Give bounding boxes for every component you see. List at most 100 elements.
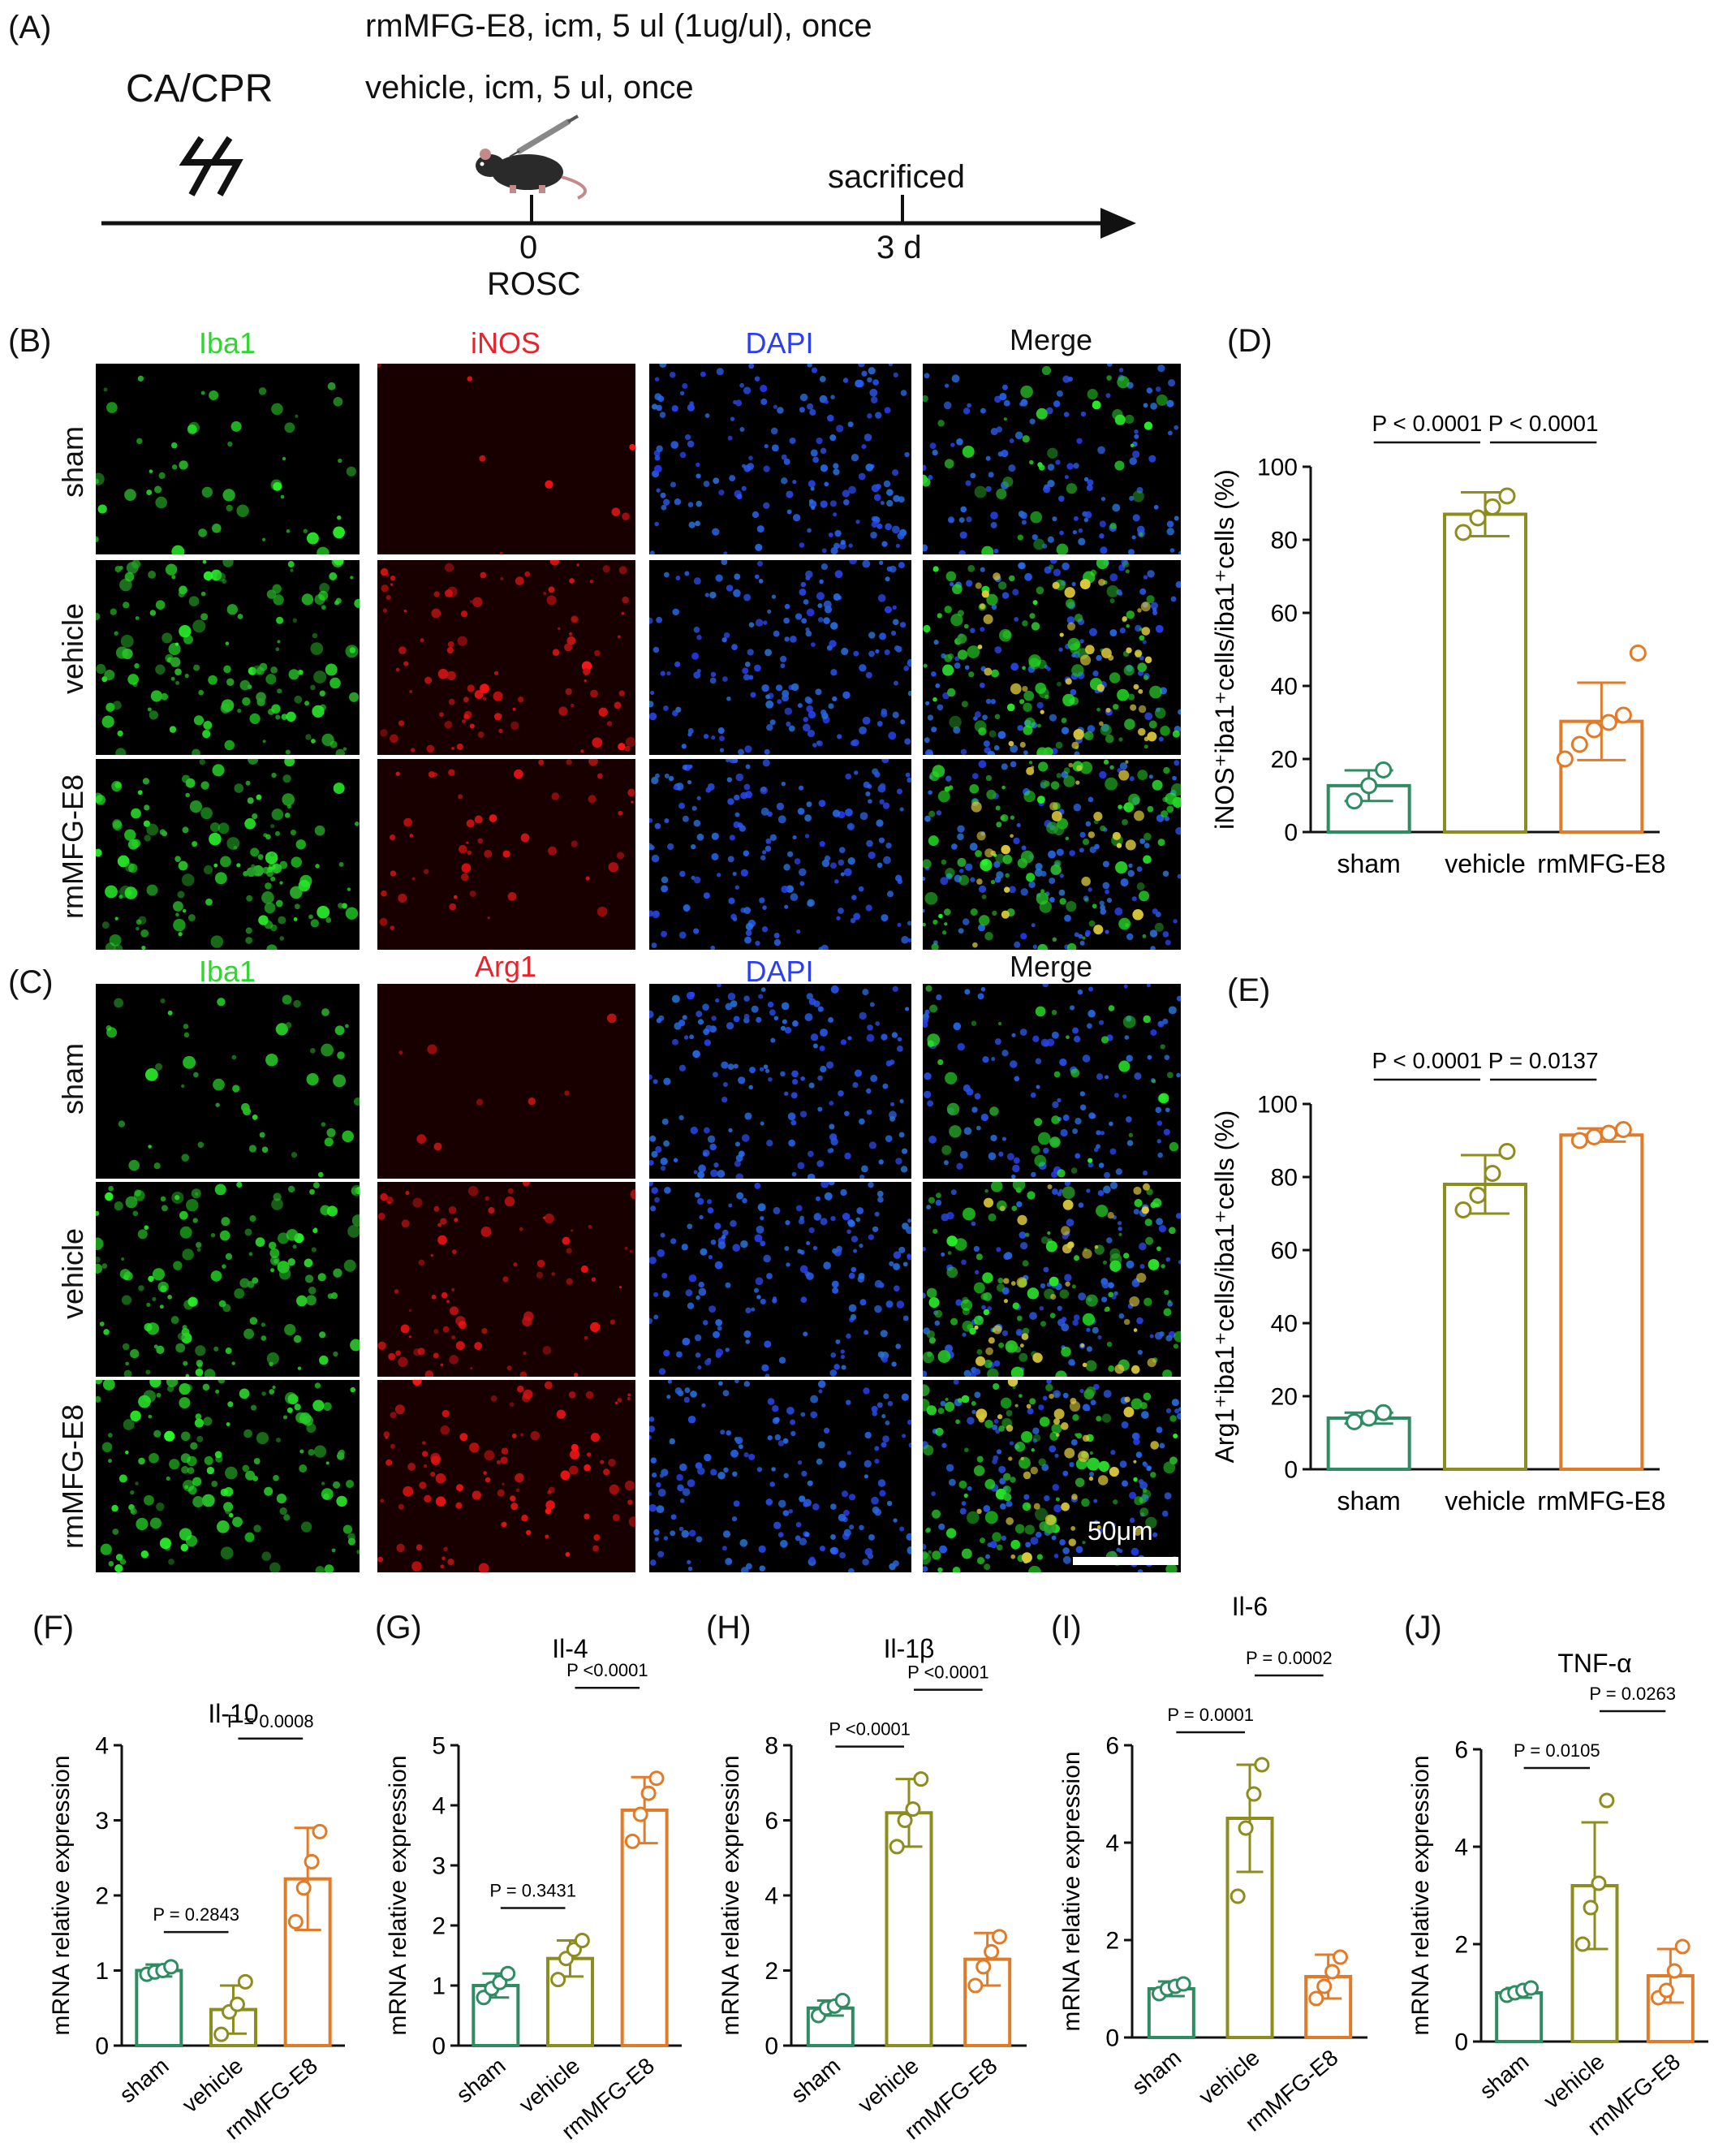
data-point-sham xyxy=(1360,1409,1378,1427)
bar-vehicle xyxy=(1443,512,1527,834)
chart-title: Il-6 xyxy=(1232,1592,1268,1621)
category-label-vehicle: vehicle xyxy=(853,2053,924,2118)
data-point-rmMFG-E8 xyxy=(1570,735,1588,753)
category-label-vehicle: vehicle xyxy=(515,2053,585,2118)
data-point-rmMFG-E8 xyxy=(640,1785,657,1801)
data-point-vehicle xyxy=(1246,1786,1262,1802)
data-point-rmMFG-E8 xyxy=(1308,1990,1324,2007)
data-point-vehicle xyxy=(574,1933,590,1948)
chart-e: 0 20 40 60 80 100 Arg1⁺iba1⁺cells/iba1⁺cells (… xyxy=(1210,1048,1665,1516)
data-point-vehicle xyxy=(1591,1875,1607,1891)
panel-label-i: (I) xyxy=(1051,1610,1082,1645)
y-axis-label: mRNA relative expression xyxy=(1407,1755,1434,2035)
chart-g: Il-4 0 1 2 3 4 5 mRNA relative expression sham ve… xyxy=(385,1634,682,2145)
row-header-b-vehicle: vehicle xyxy=(56,602,89,695)
y-tick-label: 2 xyxy=(1105,1928,1119,1955)
y-tick-label: 80 xyxy=(1271,1165,1298,1192)
data-point-vehicle xyxy=(1583,1899,1599,1916)
micrograph-b-r2-c2 xyxy=(649,759,911,950)
panel-label-g: (G) xyxy=(375,1610,422,1645)
panel-label-d: (D) xyxy=(1227,323,1273,359)
ca-cpr-label: CA/CPR xyxy=(126,67,273,110)
rosc-label: ROSC xyxy=(487,266,581,302)
chart-d: 0 20 40 60 80 100 iNOS⁺iba1⁺cells/iba1⁺cells (… xyxy=(1210,411,1665,878)
col-header-b-merge: Merge xyxy=(1009,323,1093,356)
scale-bar-label: 50μm xyxy=(1087,1516,1153,1546)
data-point-rmMFG-E8 xyxy=(1324,1964,1341,1980)
tick-3d-value: 3 d xyxy=(876,230,922,265)
data-point-vehicle xyxy=(229,1996,245,2012)
y-tick-label: 8 xyxy=(764,1733,778,1760)
y-tick-label: 3 xyxy=(432,1853,446,1880)
y-axis-label: mRNA relative expression xyxy=(717,1755,744,2035)
micrograph-c-r2-c1 xyxy=(377,1380,635,1572)
panel-label-f: (F) xyxy=(32,1610,75,1645)
data-point-vehicle xyxy=(1574,1936,1591,1952)
micrograph-b-r1-c3 xyxy=(923,560,1181,755)
data-point-sham xyxy=(1346,792,1363,810)
p-value-label: P <0.0001 xyxy=(566,1660,648,1680)
micrograph-b-r0-c3 xyxy=(923,364,1181,554)
y-tick-label: 0 xyxy=(1284,820,1298,847)
y-axis-label: mRNA relative expression xyxy=(1058,1751,1085,2031)
data-point-sham xyxy=(163,1959,179,1975)
col-header-b-dapi: DAPI xyxy=(745,326,814,360)
row-header-b-rmmfge8: rmMFG-E8 xyxy=(56,774,89,919)
data-point-rmMFG-E8 xyxy=(648,1770,665,1787)
y-tick-label: 60 xyxy=(1271,601,1298,627)
data-point-vehicle xyxy=(550,1972,566,1988)
y-tick-label: 2 xyxy=(764,1958,778,1985)
chart-h: Il-1β 0 2 4 6 8 mRNA relative expression sham ve… xyxy=(717,1634,1027,2145)
data-point-sham xyxy=(1523,1980,1540,1996)
y-tick-label: 2 xyxy=(432,1913,446,1940)
micrograph-c-r2-c2 xyxy=(649,1380,911,1572)
p-value-label: P = 0.0105 xyxy=(1514,1740,1600,1761)
data-point-rmMFG-E8 xyxy=(1614,1121,1632,1138)
y-tick-label: 0 xyxy=(1284,1457,1298,1484)
bar-sham xyxy=(135,1968,183,2047)
data-point-rmMFG-E8 xyxy=(1585,721,1603,739)
data-point-vehicle xyxy=(1454,1201,1472,1218)
data-point-rmMFG-E8 xyxy=(1614,706,1632,724)
micrograph-c-r1-c3 xyxy=(923,1182,1181,1377)
y-tick-label: 80 xyxy=(1271,528,1298,554)
micrograph-b-r1-c1 xyxy=(377,560,635,755)
chart-title: Il-1β xyxy=(884,1634,935,1663)
col-header-b-iba1: Iba1 xyxy=(198,326,256,360)
data-point-vehicle xyxy=(1484,498,1501,515)
data-point-rmMFG-E8 xyxy=(624,1833,640,1849)
data-point-rmMFG-E8 xyxy=(1600,1124,1617,1142)
data-point-sham xyxy=(834,1993,851,2008)
data-point-rmMFG-E8 xyxy=(304,1853,320,1869)
micrograph-b-r1-c2 xyxy=(649,560,911,755)
y-tick-label: 1 xyxy=(432,1973,446,2000)
y-tick-label: 0 xyxy=(432,2033,446,2060)
y-tick-label: 3 xyxy=(95,1808,109,1835)
y-tick-label: 2 xyxy=(1454,1932,1468,1959)
category-label-sham: sham xyxy=(1337,849,1401,878)
p-value-label: P <0.0001 xyxy=(829,1719,911,1740)
micrograph-c-r2-c0 xyxy=(96,1380,360,1572)
chart-title: TNF-α xyxy=(1557,1649,1631,1678)
col-header-c-merge: Merge xyxy=(1009,950,1093,983)
category-label-vehicle: vehicle xyxy=(178,2053,248,2118)
data-point-rmMFG-E8 xyxy=(984,1943,1000,1960)
p-value-label: P = 0.0008 xyxy=(227,1711,314,1731)
data-point-vehicle xyxy=(897,1813,913,1828)
chart-i: Il-6 0 2 4 6 mRNA relative expression sham vehi… xyxy=(1058,1592,1367,2137)
data-point-vehicle xyxy=(1498,1143,1516,1160)
data-point-vehicle xyxy=(1469,1187,1487,1204)
data-point-rmMFG-E8 xyxy=(295,1880,312,1896)
y-tick-label: 4 xyxy=(95,1733,109,1760)
data-point-sham xyxy=(1375,761,1393,778)
y-tick-label: 0 xyxy=(1454,2029,1468,2056)
col-header-c-iba1: Iba1 xyxy=(198,955,256,988)
data-point-rmMFG-E8 xyxy=(967,1977,984,1994)
y-axis-label: mRNA relative expression xyxy=(385,1755,411,2035)
chart-f: Il-10 0 1 2 3 4 mRNA relative expression sham ve… xyxy=(48,1699,345,2145)
p-value-label: P = 0.0002 xyxy=(1246,1648,1333,1668)
p-value-label: P <0.0001 xyxy=(907,1662,989,1683)
data-point-vehicle xyxy=(889,1839,905,1855)
treatment-line-2: vehicle, icm, 5 ul, once xyxy=(365,70,694,106)
bar-vehicle xyxy=(1443,1183,1527,1471)
